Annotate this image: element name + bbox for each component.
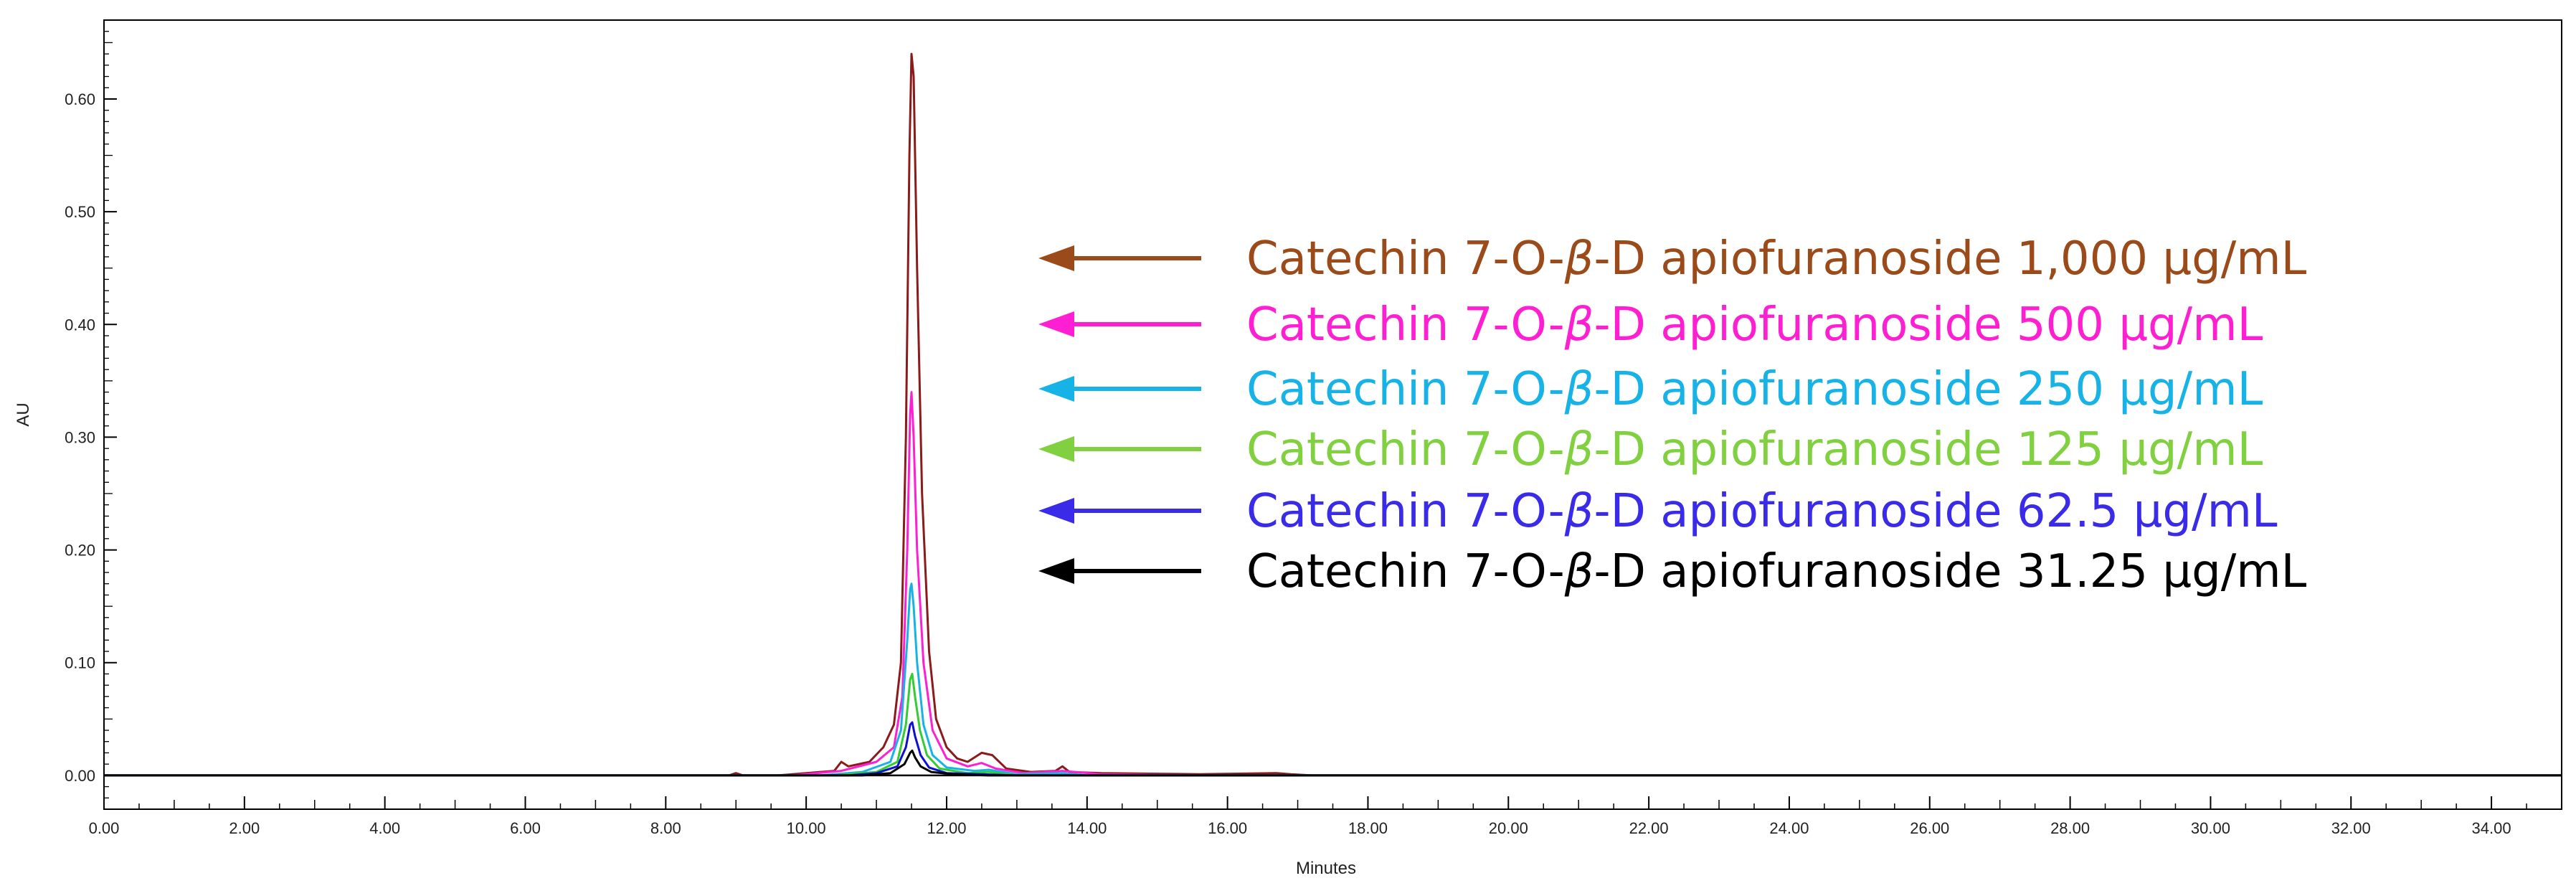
legend-label-beta: β [1564,545,1594,598]
legend-entry-2: Catechin 7-O-β-D apiofuranoside 500 μg/m… [1038,298,2263,352]
y-tick-label: 0.60 [65,90,95,108]
left-arrow-icon [1038,245,1074,271]
legend-entry-1: Catechin 7-O-β-D apiofuranoside 1,000 μg… [1038,232,2307,286]
legend-label-suffix: -D apiofuranoside 250 μg/mL [1594,363,2263,416]
x-tick-label: 28.00 [2050,819,2090,837]
x-axis: 0.00 2.00 4.00 6.00 8.00 10.00 12.00 14.00 16.00… [89,796,2562,837]
legend-label-suffix: -D apiofuranoside 1,000 μg/mL [1594,232,2307,286]
x-axis-title: Minutes [1296,859,1356,878]
y-tick-label: 0.30 [65,428,95,446]
legend-label-beta: β [1564,485,1594,538]
legend-label-prefix: Catechin 7-O- [1246,545,1565,598]
legend-label-beta: β [1564,363,1594,416]
legend-label: Catechin 7-O-β-D apiofuranoside 62.5 μg/… [1246,485,2278,538]
left-arrow-icon [1038,436,1074,462]
left-arrow-icon [1038,498,1074,524]
legend: Catechin 7-O-β-D apiofuranoside 1,000 μg… [1038,232,2307,598]
series-line-4 [104,672,2562,777]
x-tick-label: 24.00 [1769,819,1809,837]
x-tick-label: 18.00 [1348,819,1388,837]
legend-label-beta: β [1564,232,1594,286]
x-tick-label: 32.00 [2331,819,2371,837]
legend-label: Catechin 7-O-β-D apiofuranoside 125 μg/m… [1246,423,2263,476]
legend-label: Catechin 7-O-β-D apiofuranoside 31.25 μg… [1246,545,2307,598]
legend-label-prefix: Catechin 7-O- [1246,298,1565,352]
x-tick-label: 20.00 [1489,819,1528,837]
legend-label-beta: β [1564,298,1594,352]
legend-label-suffix: -D apiofuranoside 62.5 μg/mL [1594,485,2278,538]
left-arrow-icon [1038,376,1074,402]
y-axis-title: AU [14,402,33,426]
y-tick-label: 0.00 [65,767,95,785]
legend-label: Catechin 7-O-β-D apiofuranoside 1,000 μg… [1246,232,2307,286]
x-tick-label: 12.00 [927,819,966,837]
series-line-6 [104,749,2562,777]
y-axis: 0.00 0.10 0.20 0.30 0.40 0.50 0.60 [65,31,117,798]
series-line-2 [104,391,2562,777]
x-tick-label: 6.00 [510,819,541,837]
x-tick-label: 22.00 [1629,819,1669,837]
series-line-3 [104,583,2562,777]
y-tick-label: 0.10 [65,654,95,672]
legend-entry-3: Catechin 7-O-β-D apiofuranoside 250 μg/m… [1038,363,2263,416]
legend-label-suffix: -D apiofuranoside 500 μg/mL [1594,298,2263,352]
x-tick-label: 4.00 [369,819,400,837]
x-tick-label: 34.00 [2472,819,2511,837]
x-tick-label: 14.00 [1067,819,1107,837]
legend-label-prefix: Catechin 7-O- [1246,485,1565,538]
legend-label-prefix: Catechin 7-O- [1246,423,1565,476]
legend-label-prefix: Catechin 7-O- [1246,363,1565,416]
legend-label-beta: β [1564,423,1594,476]
legend-entry-4: Catechin 7-O-β-D apiofuranoside 125 μg/m… [1038,423,2263,476]
left-arrow-icon [1038,311,1074,337]
legend-label-prefix: Catechin 7-O- [1246,232,1565,286]
y-tick-label: 0.20 [65,542,95,560]
y-tick-label: 0.40 [65,316,95,334]
legend-label: Catechin 7-O-β-D apiofuranoside 250 μg/m… [1246,363,2263,416]
legend-label: Catechin 7-O-β-D apiofuranoside 500 μg/m… [1246,298,2263,352]
legend-entry-6: Catechin 7-O-β-D apiofuranoside 31.25 μg… [1038,545,2307,598]
series-layer [104,52,2562,777]
x-tick-label: 16.00 [1208,819,1247,837]
x-tick-label: 30.00 [2191,819,2230,837]
x-tick-label: 0.00 [89,819,120,837]
x-tick-label: 8.00 [650,819,681,837]
plot-frame [103,19,2562,810]
y-tick-label: 0.50 [65,203,95,221]
x-tick-label: 2.00 [229,819,260,837]
left-arrow-icon [1038,558,1074,584]
legend-entry-5: Catechin 7-O-β-D apiofuranoside 62.5 μg/… [1038,485,2278,538]
x-tick-label: 26.00 [1910,819,1949,837]
x-tick-label: 10.00 [787,819,826,837]
legend-label-suffix: -D apiofuranoside 31.25 μg/mL [1594,545,2307,598]
legend-label-suffix: -D apiofuranoside 125 μg/mL [1594,423,2263,476]
